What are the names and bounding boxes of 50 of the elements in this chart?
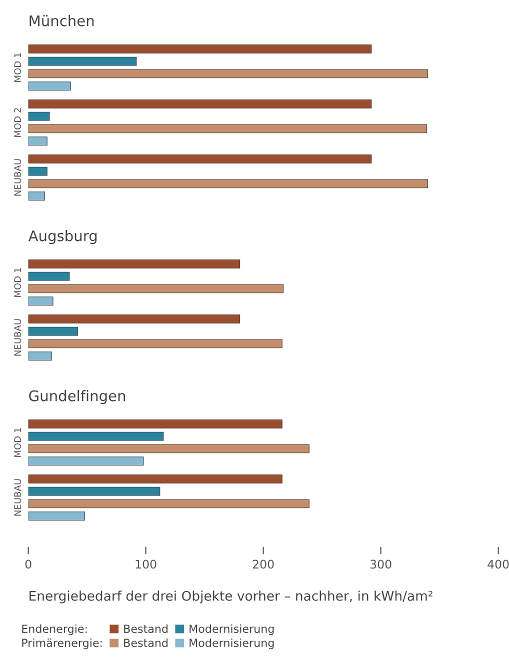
bar — [28, 486, 160, 496]
bar — [28, 136, 48, 146]
y-tick-label: NEUBAU — [14, 159, 21, 196]
bar — [28, 314, 240, 324]
legend-label: Bestand — [124, 624, 168, 633]
legend-label: Modernisierung — [190, 624, 274, 636]
bar — [28, 112, 50, 121]
x-tick-label: 100 — [136, 560, 156, 569]
y-tick-label: NEUBAU — [14, 319, 21, 356]
x-tick-label: 300 — [370, 560, 392, 569]
bar — [28, 82, 71, 91]
text: Endenergie: — [22, 624, 87, 636]
bar — [28, 259, 240, 268]
bar — [28, 352, 52, 361]
y-tick-label: NEUBAU — [14, 479, 21, 516]
bar — [28, 124, 427, 134]
text: Energiebedarf der drei Objekte vorher – nachher, in kWh/am² — [30, 590, 432, 604]
bar — [28, 44, 372, 54]
bar — [28, 499, 310, 508]
x-tick-label: 0 — [25, 560, 32, 569]
y-tick-label: MOD 1 — [14, 428, 21, 457]
bar — [28, 432, 164, 441]
legend-label: Modernisierung — [190, 638, 274, 650]
x-tick-label: 200 — [252, 560, 274, 569]
text: Primärenergie: — [22, 638, 102, 650]
bar — [28, 456, 144, 466]
bar — [28, 192, 46, 201]
bar — [28, 179, 428, 188]
y-tick-label: MOD 1 — [14, 53, 21, 82]
chart-title: München — [30, 15, 94, 26]
chart-title: Gundelfingen — [29, 390, 126, 404]
bar — [28, 272, 70, 281]
y-tick-label: MOD 2 — [14, 108, 21, 137]
bar — [28, 99, 372, 108]
bar — [28, 474, 282, 484]
y-tick-label: MOD 1 — [14, 268, 21, 297]
bar — [28, 154, 372, 164]
bar — [28, 56, 137, 66]
bar — [28, 339, 282, 348]
chart-title: Augsburg — [28, 230, 97, 244]
bar — [28, 284, 284, 294]
bar — [28, 419, 282, 428]
bar — [28, 296, 54, 306]
bar — [28, 166, 48, 176]
legend-label: Bestand — [124, 638, 168, 648]
bar — [28, 512, 85, 521]
x-tick-label: 400 — [488, 560, 509, 569]
bar — [28, 444, 310, 454]
bar — [28, 326, 78, 336]
bar — [28, 69, 428, 78]
